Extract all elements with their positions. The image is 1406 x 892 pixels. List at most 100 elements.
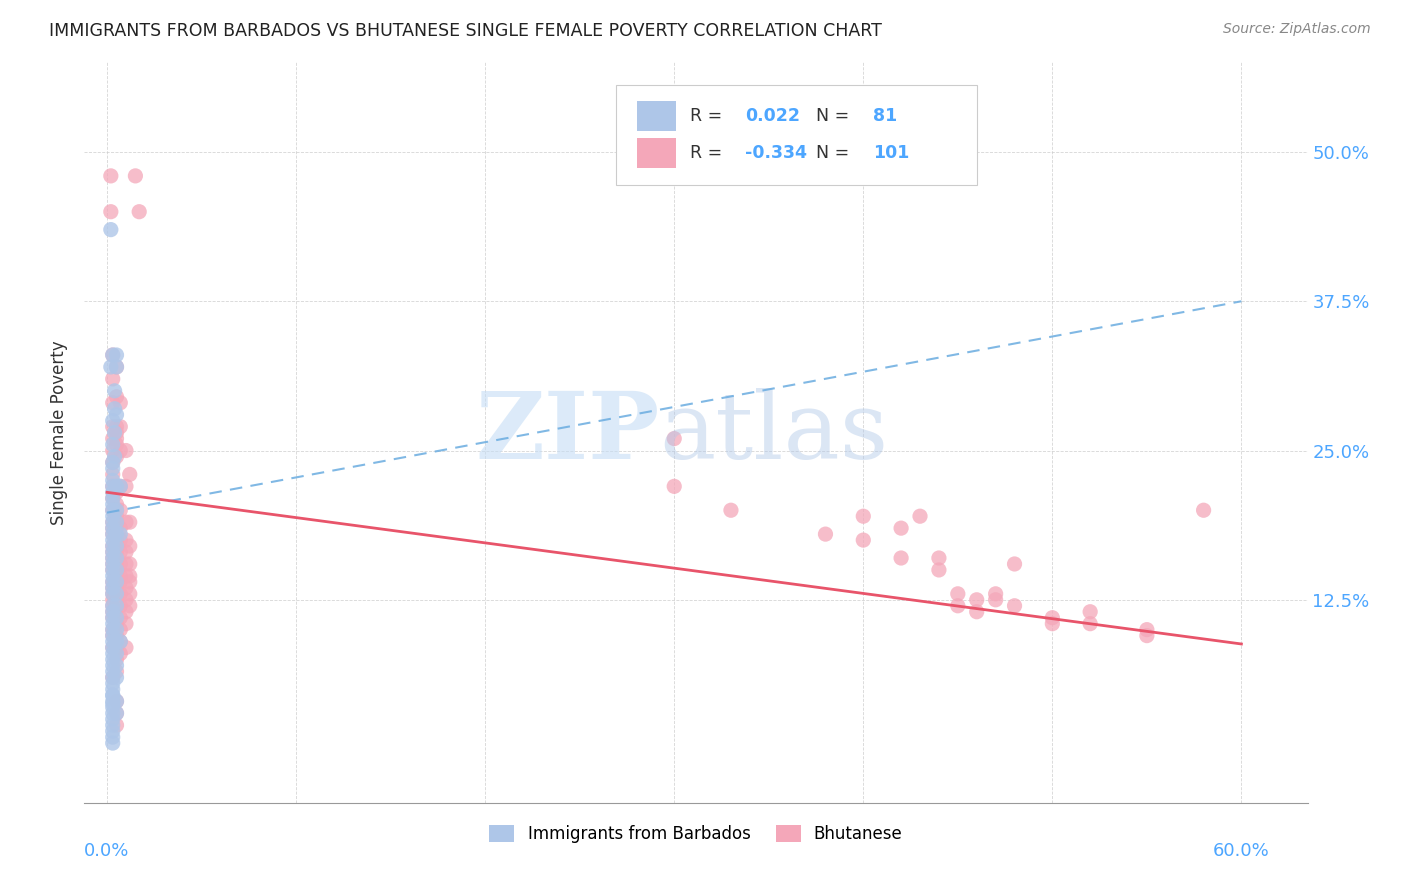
Point: [101, 610, 124, 624]
Point: [101, 676, 124, 690]
Point: [115, 569, 138, 583]
Point: [115, 515, 138, 529]
Text: 81: 81: [873, 107, 897, 125]
Point: [101, 563, 124, 577]
Point: [101, 551, 124, 566]
Point: [105, 545, 128, 559]
Point: [105, 610, 128, 624]
Point: [101, 736, 124, 750]
Point: [946, 599, 969, 613]
Point: [105, 652, 128, 666]
Point: [101, 491, 124, 506]
Point: [110, 557, 132, 571]
Point: [101, 503, 124, 517]
Point: [105, 647, 128, 661]
Point: [105, 640, 128, 655]
Point: [101, 372, 124, 386]
Point: [110, 443, 132, 458]
Point: [101, 348, 124, 362]
Text: Source: ZipAtlas.com: Source: ZipAtlas.com: [1223, 22, 1371, 37]
Point: [908, 509, 931, 524]
Point: [105, 515, 128, 529]
Point: [101, 539, 124, 553]
Point: [101, 414, 124, 428]
Point: [110, 479, 132, 493]
Point: [101, 545, 124, 559]
Point: [1004, 557, 1026, 571]
Point: [101, 485, 124, 500]
Point: [852, 533, 875, 547]
Point: [101, 658, 124, 673]
Point: [101, 665, 124, 679]
Point: [664, 432, 686, 446]
Point: [101, 443, 124, 458]
Point: [101, 634, 124, 648]
Point: [101, 455, 124, 469]
Point: [105, 479, 128, 493]
Point: [101, 581, 124, 595]
Point: [101, 629, 124, 643]
Point: [105, 551, 128, 566]
Point: [966, 605, 988, 619]
Point: [100, 222, 122, 236]
Point: [101, 700, 124, 714]
Point: [101, 616, 124, 631]
Point: [110, 396, 132, 410]
Point: [101, 605, 124, 619]
Point: [101, 712, 124, 726]
Point: [101, 474, 124, 488]
Point: [101, 640, 124, 655]
Point: [115, 533, 138, 547]
Point: [115, 640, 138, 655]
Point: [115, 616, 138, 631]
Point: [101, 533, 124, 547]
Point: [105, 592, 128, 607]
Point: [101, 527, 124, 541]
Point: [101, 419, 124, 434]
Point: [101, 574, 124, 589]
Point: [118, 539, 141, 553]
Point: [105, 390, 128, 404]
Point: [105, 634, 128, 648]
Point: [110, 503, 132, 517]
Point: [101, 503, 124, 517]
FancyBboxPatch shape: [616, 85, 977, 185]
Point: [1136, 629, 1159, 643]
Point: [104, 450, 127, 464]
Point: [110, 574, 132, 589]
Point: [946, 587, 969, 601]
Point: [101, 670, 124, 684]
Point: [105, 359, 128, 374]
Text: N =: N =: [815, 144, 855, 161]
Point: [115, 581, 138, 595]
Point: [101, 599, 124, 613]
Bar: [637, 101, 676, 130]
Point: [105, 485, 128, 500]
Point: [105, 419, 128, 434]
Point: [1136, 623, 1159, 637]
Point: [101, 718, 124, 732]
Point: [101, 396, 124, 410]
Point: [105, 706, 128, 721]
Point: [105, 509, 128, 524]
Point: [1040, 616, 1063, 631]
Point: [105, 694, 128, 708]
Point: [105, 599, 128, 613]
Point: [101, 455, 124, 469]
Point: [101, 539, 124, 553]
Point: [100, 169, 122, 183]
Point: [105, 503, 128, 517]
Point: [101, 497, 124, 511]
Point: [101, 682, 124, 697]
Point: [101, 689, 124, 703]
Point: [984, 587, 1007, 601]
Point: [115, 557, 138, 571]
Point: [118, 557, 141, 571]
Point: [101, 479, 124, 493]
Point: [118, 587, 141, 601]
Point: [101, 437, 124, 451]
Point: [128, 204, 150, 219]
Point: [110, 479, 132, 493]
Point: [110, 634, 132, 648]
Point: [101, 629, 124, 643]
